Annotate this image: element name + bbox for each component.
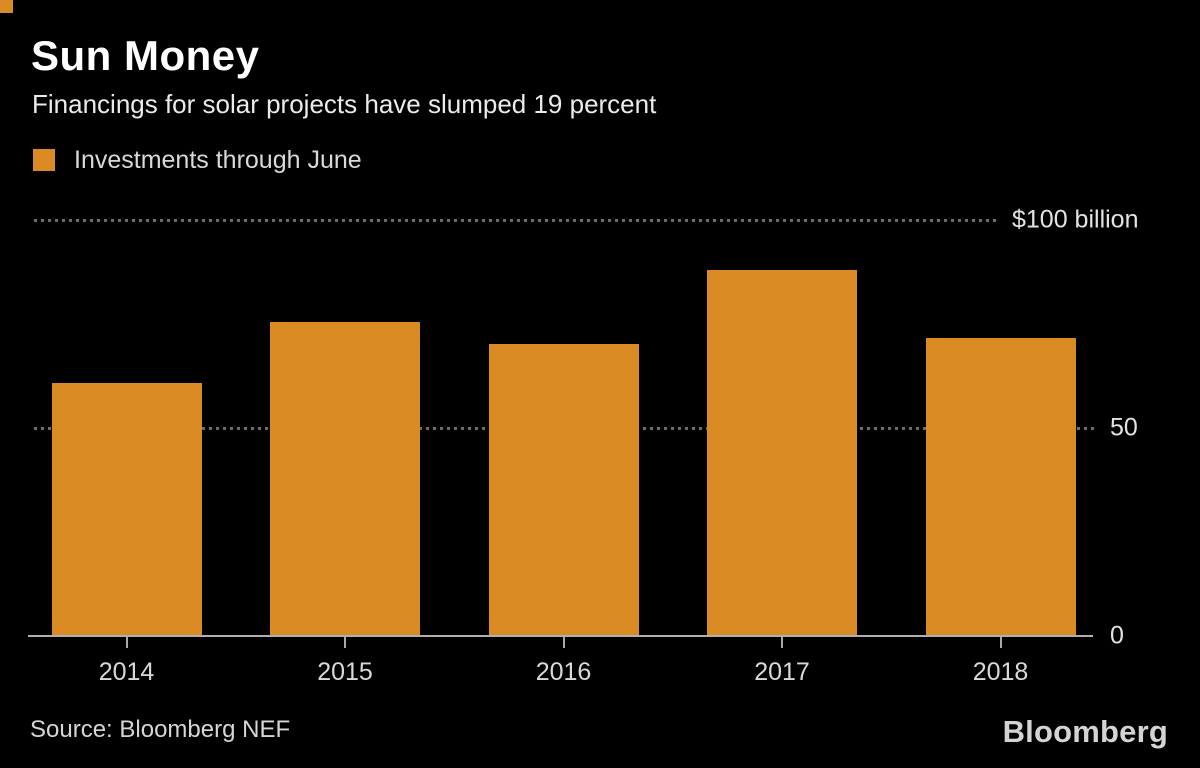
bar-2014 [51, 383, 202, 636]
x-axis-label-2014: 2014 [98, 658, 155, 686]
bar-2017 [707, 269, 857, 636]
bloomberg-corner-mark [0, 0, 13, 13]
y-axis-label-50: 50 [1110, 413, 1138, 442]
legend-swatch-icon [33, 149, 55, 171]
bar-2016 [488, 343, 639, 636]
x-axis-tick-2015 [344, 637, 346, 648]
bloomberg-logo: Bloomberg [1002, 714, 1168, 749]
x-axis-tick-2017 [781, 637, 783, 648]
legend: Investments through June [33, 145, 362, 174]
chart-subtitle: Financings for solar projects have slump… [32, 89, 657, 119]
source-note: Source: Bloomberg NEF [30, 716, 291, 743]
x-axis-tick-2018 [999, 637, 1002, 648]
legend-label: Investments through June [74, 145, 362, 174]
y-axis-label-100: $100 billion [1012, 205, 1139, 234]
x-axis-line [28, 635, 1093, 637]
x-axis-label-2015: 2015 [317, 658, 373, 686]
x-axis-tick-2016 [562, 637, 565, 648]
chart-title: Sun Money [31, 32, 260, 79]
x-axis-tick-2014 [125, 637, 128, 648]
x-axis-label-2018: 2018 [972, 658, 1029, 686]
bar-2015 [270, 321, 420, 636]
y-axis-label-0: 0 [1110, 621, 1124, 650]
gridline-100 [34, 219, 997, 222]
x-axis-label-2016: 2016 [535, 658, 592, 686]
x-axis-label-2017: 2017 [754, 658, 810, 686]
bar-2018 [925, 338, 1076, 636]
